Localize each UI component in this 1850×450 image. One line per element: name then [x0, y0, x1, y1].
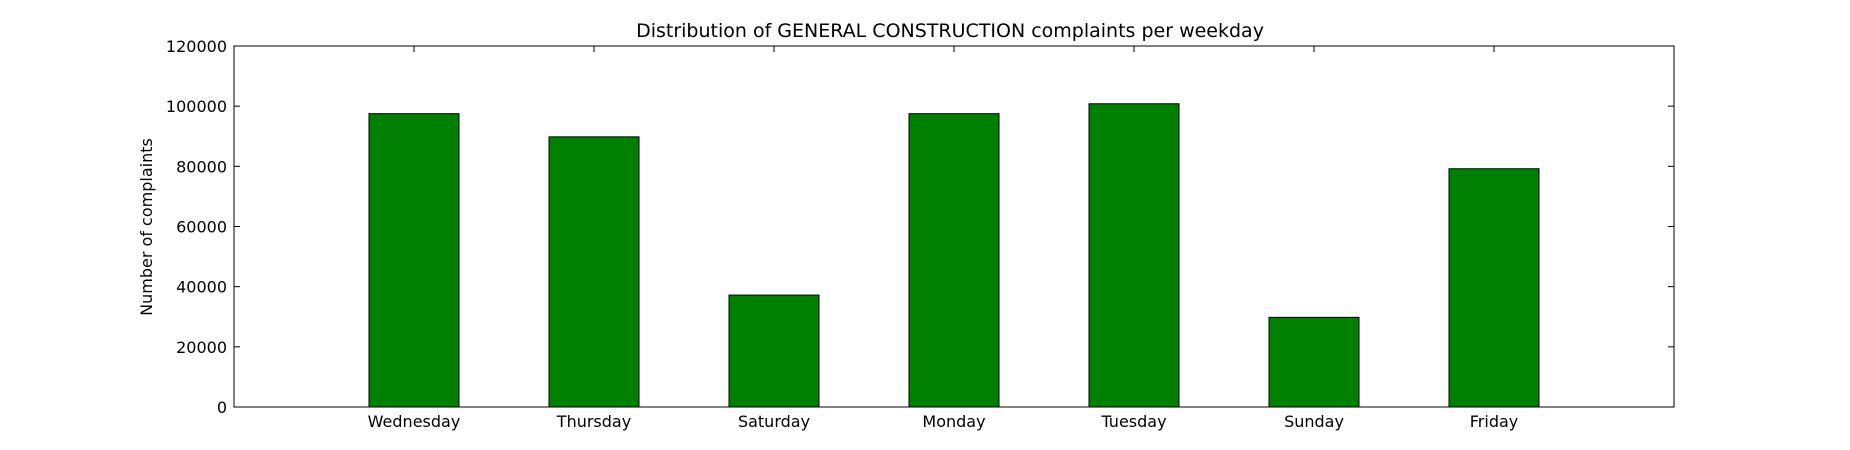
x-axis-ticks: Wednesday Thursday Saturday Monday Tuesday Su…: [368, 46, 1519, 431]
y-tick-label: 20000: [176, 338, 227, 357]
y-tick-label: 80000: [176, 157, 227, 176]
bar-friday: [1448, 168, 1540, 408]
y-tick-label: 100000: [166, 97, 227, 116]
x-tick-label-wednesday: Wednesday: [368, 412, 461, 431]
y-axis-ticks: 0 20000 40000 60000 80000 100000 120000: [166, 37, 1674, 417]
x-tick-label-sunday: Sunday: [1284, 412, 1344, 431]
bar-saturday: [728, 294, 820, 408]
y-tick-label: 120000: [166, 37, 227, 56]
bar-sunday: [1268, 316, 1360, 408]
x-tick-label-friday: Friday: [1470, 412, 1519, 431]
y-tick-label: 60000: [176, 218, 227, 237]
y-axis-label: Number of complaints: [137, 138, 156, 316]
chart-title: Distribution of GENERAL CONSTRUCTION com…: [636, 20, 1264, 42]
x-tick-label-saturday: Saturday: [738, 412, 810, 431]
bar-wednesday: [368, 113, 460, 408]
x-tick-label-monday: Monday: [922, 412, 985, 431]
bar-thursday: [548, 136, 640, 408]
x-tick-label-tuesday: Tuesday: [1100, 412, 1166, 431]
plot-frame: [233, 45, 1675, 408]
x-tick-label-thursday: Thursday: [556, 412, 631, 431]
y-tick-label: 0: [217, 398, 227, 417]
y-tick-label: 40000: [176, 278, 227, 297]
bar-tuesday: [1088, 103, 1180, 408]
bar-monday: [908, 113, 1000, 408]
